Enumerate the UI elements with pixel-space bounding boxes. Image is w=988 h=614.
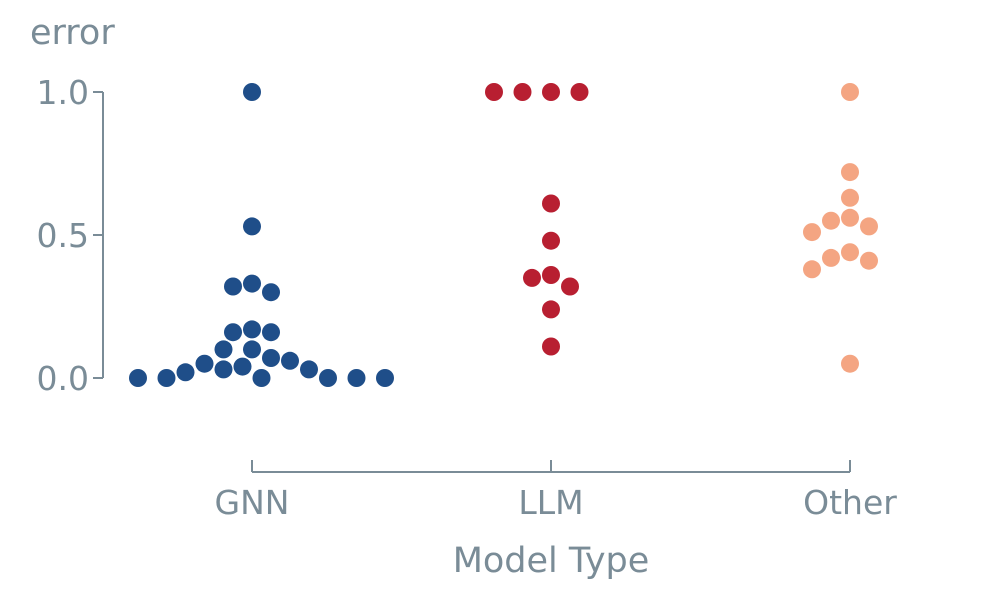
data-points (129, 83, 878, 387)
data-point-gnn (176, 363, 195, 382)
data-point-gnn (281, 351, 299, 370)
data-point-other (822, 248, 840, 267)
x-tick-label: GNN (215, 483, 290, 522)
data-point-gnn (243, 340, 261, 359)
data-point-gnn (243, 83, 261, 101)
data-point-gnn (129, 369, 147, 387)
data-point-llm (513, 83, 532, 101)
data-point-other (841, 83, 859, 101)
data-point-gnn (300, 360, 318, 379)
data-point-other (841, 354, 859, 373)
data-point-other (860, 217, 878, 236)
data-point-other (841, 208, 859, 227)
data-point-gnn (157, 369, 176, 387)
data-point-gnn (214, 340, 233, 359)
data-point-gnn (376, 369, 394, 387)
data-point-llm (561, 277, 579, 296)
data-point-gnn (214, 360, 233, 379)
data-point-llm (485, 83, 503, 101)
data-point-gnn (243, 274, 261, 293)
data-point-llm (542, 266, 560, 284)
data-point-llm (523, 268, 541, 287)
data-point-gnn (319, 369, 337, 387)
data-point-other (841, 243, 859, 262)
x-tick-label: LLM (518, 483, 583, 522)
data-point-gnn (243, 217, 261, 236)
data-point-llm (570, 83, 589, 101)
data-point-gnn (224, 323, 242, 342)
data-point-gnn (262, 323, 280, 342)
data-point-gnn (347, 369, 366, 387)
data-point-llm (542, 337, 560, 356)
y-axis-ticks: 0.0 0.5 1.0 (37, 73, 103, 398)
data-point-other (803, 223, 821, 242)
data-point-gnn (224, 277, 242, 296)
data-point-other (803, 260, 821, 279)
x-axis-title: Model Type (453, 541, 650, 581)
data-point-gnn (233, 357, 252, 376)
x-axis: GNN LLM Other (215, 460, 897, 522)
data-point-gnn (195, 354, 214, 373)
data-point-other (822, 211, 840, 230)
data-point-other (860, 251, 878, 270)
data-point-llm (542, 231, 560, 250)
data-point-gnn (262, 349, 280, 367)
y-axis-title: error (30, 13, 115, 53)
y-tick-label: 0.0 (37, 359, 89, 398)
data-point-llm (542, 194, 560, 213)
data-point-gnn (243, 320, 261, 339)
data-point-gnn (262, 283, 280, 302)
data-point-llm (542, 83, 560, 101)
y-tick-label: 1.0 (37, 73, 89, 112)
data-point-gnn (252, 369, 271, 387)
data-point-other (841, 163, 859, 182)
data-point-other (841, 188, 859, 207)
x-tick-label: Other (803, 483, 897, 522)
y-tick-label: 0.5 (37, 216, 89, 255)
data-point-llm (542, 300, 560, 319)
